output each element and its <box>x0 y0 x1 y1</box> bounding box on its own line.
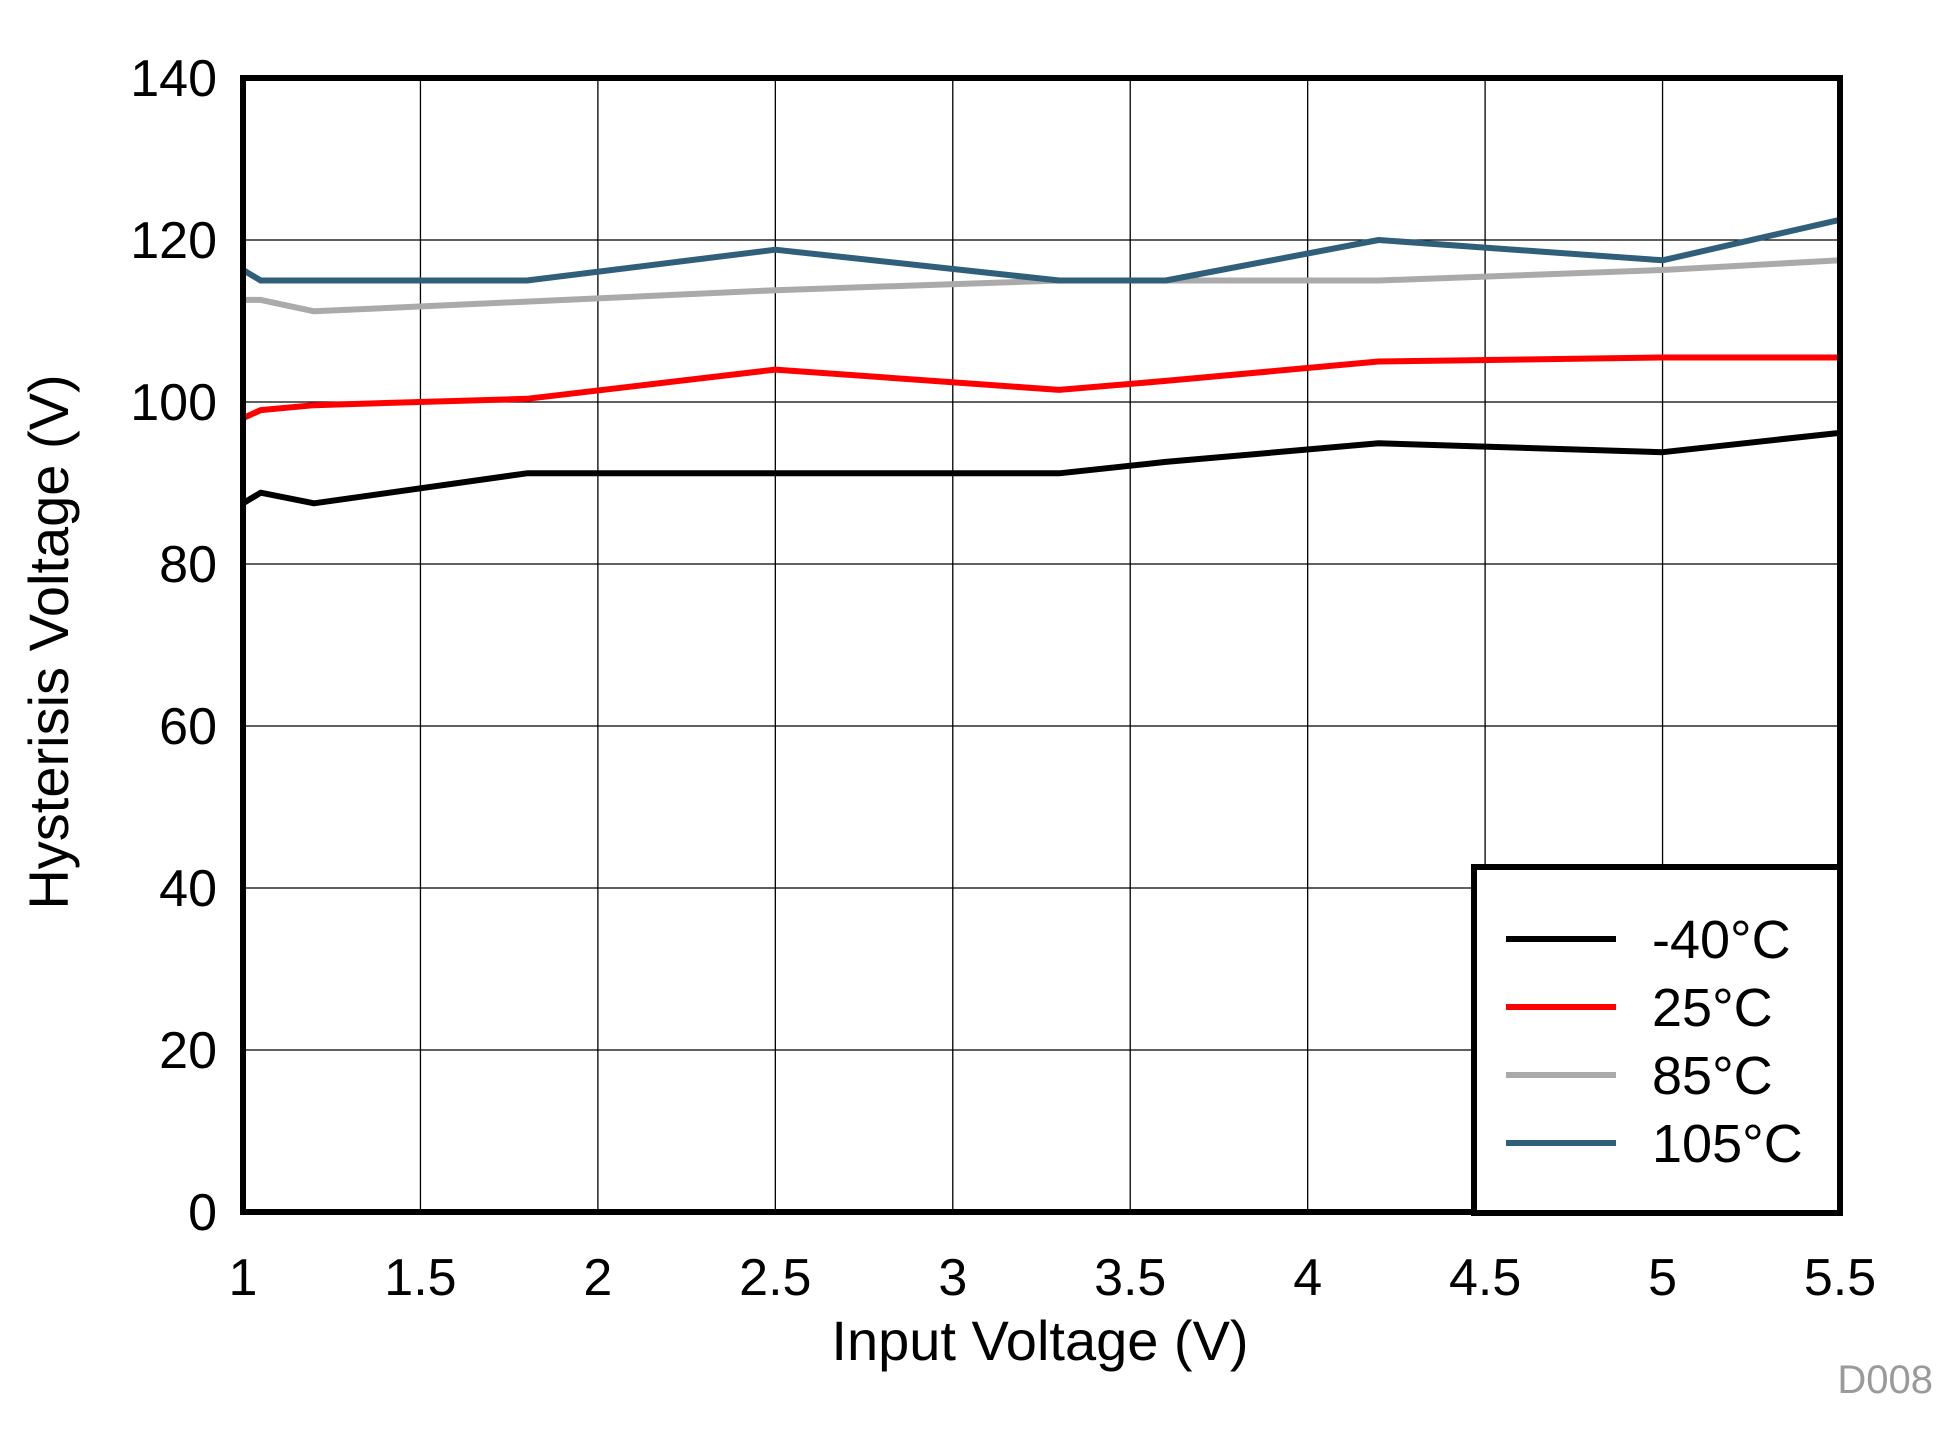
legend-box <box>1471 864 1843 1216</box>
y-axis-tick-labels: 0 20 40 60 80 100 120 140 <box>130 50 217 1242</box>
x-axis-title: Input Voltage (V) <box>831 1309 1248 1372</box>
legend-label: 105°C <box>1652 1114 1803 1174</box>
series-line <box>243 216 1840 284</box>
legend-label: -40°C <box>1652 910 1791 970</box>
y-tick-label: 20 <box>159 1022 217 1080</box>
series-line <box>243 257 1840 315</box>
y-tick-label: 100 <box>130 374 217 432</box>
x-tick-label: 4.5 <box>1449 1249 1521 1307</box>
x-tick-label: 4 <box>1293 1249 1322 1307</box>
x-tick-label: 5.5 <box>1804 1249 1876 1307</box>
y-tick-label: 40 <box>159 860 217 918</box>
x-tick-label: 5 <box>1648 1249 1677 1307</box>
x-tick-label: 2 <box>583 1249 612 1307</box>
series-line <box>243 429 1840 507</box>
y-tick-label: 120 <box>130 212 217 270</box>
x-tick-label: 2.5 <box>739 1249 811 1307</box>
y-axis-title: Hysterisis Voltage (V) <box>17 374 80 909</box>
series-line <box>243 354 1840 421</box>
y-tick-label: 80 <box>159 536 217 594</box>
x-tick-label: 3.5 <box>1094 1249 1166 1307</box>
x-tick-label: 1 <box>229 1249 258 1307</box>
y-tick-label: 60 <box>159 698 217 756</box>
plot-frame <box>240 75 1843 1215</box>
y-tick-label: 0 <box>188 1184 217 1242</box>
x-axis-tick-labels: 1 1.5 2 2.5 3 3.5 4 4.5 5 5.5 <box>229 1249 1877 1307</box>
x-tick-label: 3 <box>938 1249 967 1307</box>
legend: -40°C 25°C 85°C 105°C <box>1471 864 1843 1216</box>
legend-label: 85°C <box>1652 1046 1773 1106</box>
legend-label: 25°C <box>1652 978 1773 1038</box>
series-lines <box>243 216 1840 507</box>
figure-id: D008 <box>1837 1358 1933 1402</box>
y-tick-label: 140 <box>130 50 217 108</box>
x-tick-label: 1.5 <box>384 1249 456 1307</box>
